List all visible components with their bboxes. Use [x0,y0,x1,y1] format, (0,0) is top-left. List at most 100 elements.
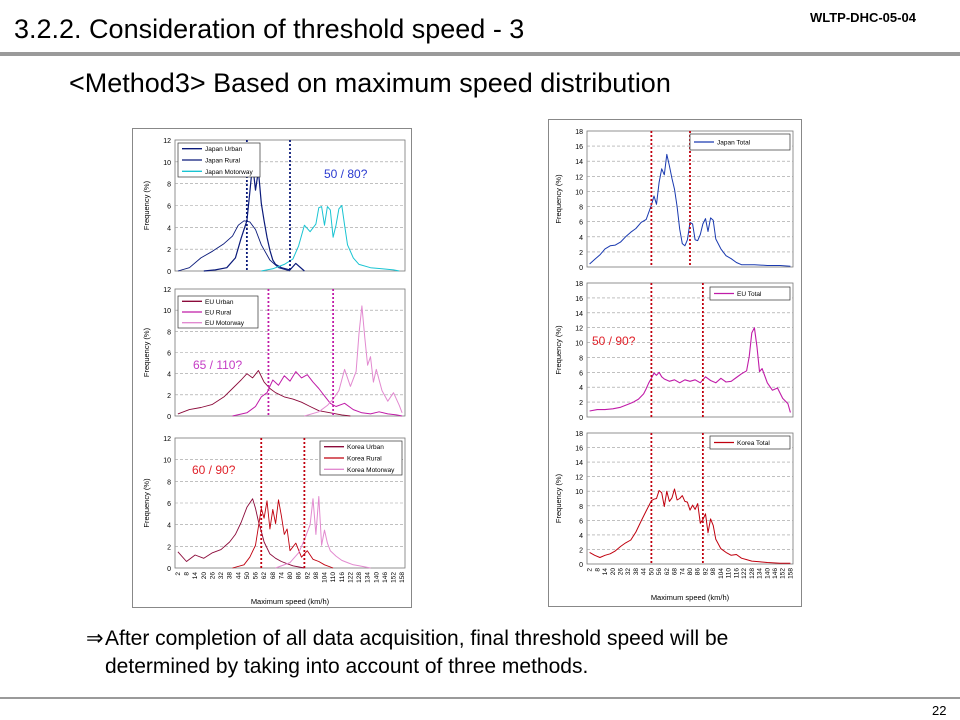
y-tick-label: 12 [575,326,583,333]
y-axis-label: Frequency (%) [554,473,563,523]
y-tick-label: 0 [579,415,583,422]
y-tick-label: 4 [167,372,171,379]
legend-label: EU Motorway [205,320,245,327]
y-tick-label: 12 [163,287,171,294]
series-line-1 [177,220,291,272]
x-tick-label: 104 [718,568,725,579]
series-line-3 [261,205,400,272]
y-tick-label: 2 [167,393,171,400]
y-tick-label: 8 [167,479,171,486]
legend-label: Japan Urban [205,146,243,153]
y-tick-label: 18 [575,129,583,136]
series-line-1 [177,370,351,417]
x-tick-label: 134 [365,572,372,583]
series-line-1 [589,153,791,267]
x-tick-label: 68 [672,568,679,576]
y-tick-label: 2 [167,544,171,551]
x-tick-label: 56 [656,568,663,576]
x-tick-label: 74 [278,572,285,580]
y-tick-label: 6 [579,518,583,525]
x-tick-label: 38 [633,568,640,576]
x-tick-label: 158 [399,572,406,583]
x-tick-label: 110 [330,572,337,583]
y-axis-label: Frequency (%) [554,174,563,224]
x-tick-label: 122 [347,572,354,583]
y-tick-label: 6 [167,204,171,211]
series-line-1 [589,327,791,413]
y-tick-label: 18 [575,431,583,438]
x-tick-label: 152 [780,568,787,579]
x-tick-label: 80 [687,568,694,576]
y-axis-label: Frequency (%) [142,327,151,377]
x-tick-label: 104 [322,572,329,583]
footer-divider [0,697,960,699]
y-tick-label: 14 [575,460,583,467]
y-tick-label: 12 [163,436,171,443]
y-tick-label: 4 [167,225,171,232]
y-tick-label: 10 [163,160,171,167]
y-tick-label: 6 [579,370,583,377]
y-tick-label: 10 [163,308,171,315]
x-tick-label: 86 [695,568,702,576]
y-axis-label: Frequency (%) [554,325,563,375]
title-divider [0,52,960,56]
series-line-1 [589,488,791,564]
x-tick-label: 20 [201,572,208,580]
x-tick-label: 14 [192,572,199,580]
y-tick-label: 0 [579,265,583,272]
legend-label: Japan Total [717,140,751,147]
x-tick-label: 50 [648,568,655,576]
x-tick-label: 80 [287,572,294,580]
x-tick-label: 92 [702,568,709,576]
slide-subtitle: <Method3> Based on maximum speed distrib… [69,68,671,98]
threshold-annotation: 60 / 90? [192,463,236,477]
y-tick-label: 4 [579,235,583,242]
y-tick-label: 10 [163,458,171,465]
chart-eu-total: 0 2 4 6 8 10 12 14 16 18 Frequency (%) EU Total 50 /… [554,281,794,422]
y-tick-label: 4 [579,533,583,540]
legend-label: Korea Rural [347,456,382,463]
y-tick-label: 8 [167,329,171,336]
y-tick-label: 16 [575,144,583,151]
y-tick-label: 0 [167,566,171,573]
x-tick-label: 116 [733,568,740,579]
chart-japan: 0 2 4 6 8 10 12 Frequency (%) Japan Urban Japan R… [142,138,406,276]
x-tick-label: 74 [679,568,686,576]
x-tick-label: 146 [772,568,779,579]
bullet-text-line-1: After completion of all data acquisition… [105,627,729,650]
x-tick-label: 2 [175,572,182,576]
x-tick-label: 128 [356,572,363,583]
threshold-annotation: 50 / 80? [324,167,368,181]
series-line-2 [232,371,403,417]
x-tick-label: 98 [710,568,717,576]
legend-label: Japan Motorway [205,169,253,176]
legend-box [709,286,791,301]
y-tick-label: 6 [167,501,171,508]
threshold-annotation: 65 / 110? [193,358,242,372]
y-tick-label: 14 [575,311,583,318]
legend-label: Japan Rural [205,158,241,165]
x-tick-label: 32 [625,568,632,576]
y-tick-label: 0 [167,414,171,421]
plot-area [586,432,794,565]
y-tick-label: 8 [167,182,171,189]
x-tick-label: 56 [253,572,260,580]
x-tick-label: 140 [373,572,380,583]
y-tick-label: 8 [579,504,583,511]
x-tick-label: 62 [664,568,671,576]
y-tick-label: 8 [579,205,583,212]
x-tick-label: 14 [602,568,609,576]
slide-title: 3.2.2. Consideration of threshold speed … [14,14,525,44]
x-tick-label: 68 [270,572,277,580]
chart-eu: 0 2 4 6 8 10 12 Frequency (%) EU Urban EU Rural EU… [142,287,406,421]
x-tick-label: 122 [741,568,748,579]
y-tick-label: 18 [575,281,583,288]
y-tick-label: 10 [575,189,583,196]
y-axis-label: Frequency (%) [142,478,151,528]
y-tick-label: 0 [579,562,583,569]
x-tick-label: 146 [382,572,389,583]
legend-label: Korea Urban [347,444,384,451]
x-tick-label: 98 [313,572,320,580]
x-tick-label: 32 [218,572,225,580]
